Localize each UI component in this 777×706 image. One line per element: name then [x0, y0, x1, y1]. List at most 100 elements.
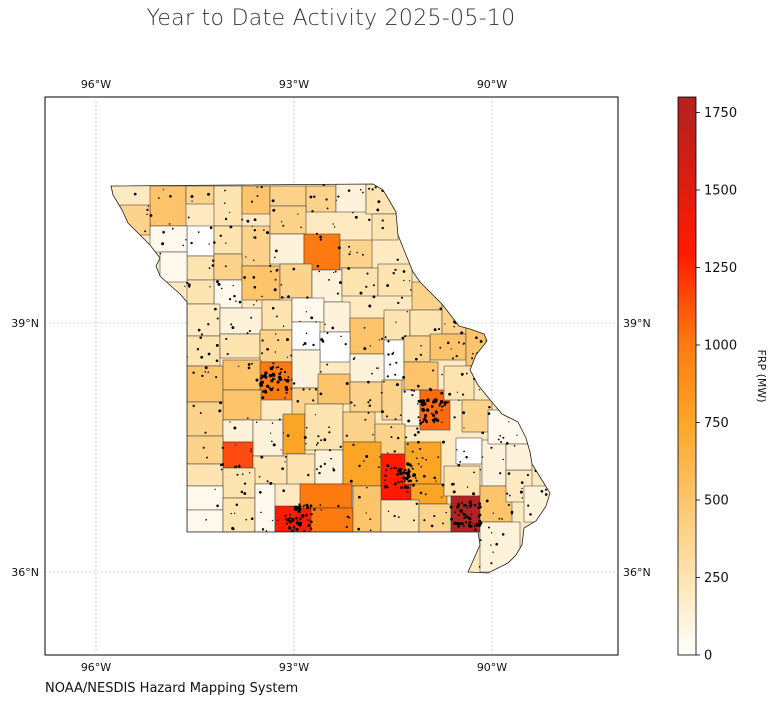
fire-detection-point	[284, 514, 287, 518]
fire-detection-point	[372, 434, 374, 436]
fire-detection-point	[297, 213, 299, 215]
fire-detection-point	[513, 444, 516, 447]
fire-detection-point	[272, 208, 276, 212]
fire-detection-point	[332, 468, 336, 472]
fire-detection-point	[217, 282, 221, 286]
fire-detection-point	[225, 242, 227, 244]
fire-detection-point	[336, 292, 339, 295]
fire-detection-point	[433, 328, 437, 332]
fire-detection-point	[256, 186, 259, 189]
fire-detection-point	[283, 370, 287, 374]
fire-detection-point	[312, 343, 315, 347]
fire-detection-point	[260, 380, 264, 385]
colorbar-tick-label: 0	[704, 649, 712, 664]
fire-detection-point	[392, 351, 395, 354]
fire-detection-point	[235, 503, 239, 506]
fire-detection-point	[290, 354, 293, 357]
fire-detection-point	[369, 345, 371, 347]
fire-detection-point	[290, 387, 292, 390]
fire-detection-point	[287, 526, 292, 530]
fire-detection-point	[381, 219, 384, 222]
fire-detection-point	[286, 518, 290, 522]
lon-tick-bottom: 96°W	[81, 661, 111, 674]
fire-detection-point	[443, 404, 446, 407]
fire-detection-point	[280, 284, 283, 286]
fire-detection-point	[352, 443, 355, 447]
fire-detection-point	[462, 503, 466, 507]
fire-detection-point	[455, 354, 458, 358]
fire-detection-point	[353, 404, 356, 407]
fire-detection-point	[230, 512, 232, 515]
fire-detection-point	[453, 511, 456, 514]
fire-detection-point	[298, 517, 302, 521]
fire-detection-point	[253, 236, 257, 239]
fire-detection-point	[410, 465, 413, 468]
fire-detection-point	[372, 284, 375, 287]
fire-detection-point	[248, 472, 251, 474]
fire-detection-point	[256, 194, 259, 197]
fire-detection-point	[424, 416, 427, 419]
fire-detection-point	[243, 492, 247, 495]
fire-detection-point	[218, 409, 222, 413]
fire-detection-point	[462, 343, 465, 345]
fire-detection-point	[433, 515, 436, 518]
fire-detection-point	[247, 366, 251, 370]
fire-detection-point	[305, 503, 309, 507]
fire-detection-point	[544, 493, 548, 496]
fire-detection-point	[302, 388, 305, 391]
fire-detection-point	[396, 258, 399, 261]
fire-detection-point	[417, 463, 420, 465]
fire-detection-point	[224, 265, 227, 268]
fire-detection-point	[252, 259, 255, 262]
fire-detection-point	[499, 434, 502, 437]
fire-detection-point	[419, 447, 422, 450]
fire-detection-point	[272, 443, 276, 447]
fire-detection-point	[147, 205, 149, 207]
fire-detection-point	[465, 504, 468, 507]
fire-detection-point	[262, 390, 265, 393]
fire-detection-point	[192, 371, 195, 374]
fire-detection-point	[332, 223, 334, 225]
fire-detection-point	[419, 353, 423, 356]
fire-detection-point	[446, 401, 449, 404]
fire-detection-point	[315, 444, 318, 446]
fire-detection-point	[316, 468, 318, 471]
fire-detection-point	[187, 216, 190, 219]
fire-detection-point	[265, 384, 270, 389]
fire-detection-point	[439, 399, 444, 404]
fire-detection-point	[526, 473, 529, 477]
fire-detection-point	[473, 503, 477, 507]
fire-detection-point	[300, 514, 305, 518]
fire-detection-point	[472, 492, 476, 496]
fire-detection-point	[417, 430, 420, 434]
fire-detection-point	[470, 513, 473, 516]
fire-detection-point	[319, 504, 322, 506]
fire-detection-point	[481, 431, 485, 435]
fire-detection-point	[273, 288, 277, 292]
fire-detection-point	[266, 347, 269, 351]
fire-detection-point	[260, 511, 262, 514]
fire-detection-point	[409, 463, 412, 466]
fire-detection-point	[366, 272, 369, 275]
fire-detection-point	[406, 462, 410, 466]
fire-detection-point	[376, 208, 380, 212]
fire-detection-point	[421, 402, 424, 405]
fire-detection-point	[316, 264, 320, 268]
fire-detection-point	[261, 339, 264, 342]
fire-detection-point	[433, 421, 436, 424]
fire-detection-point	[407, 419, 411, 423]
fire-detection-point	[405, 436, 408, 439]
fire-detection-point	[381, 337, 384, 340]
fire-detection-point	[292, 382, 296, 385]
fire-detection-point	[204, 431, 207, 434]
fire-detection-point	[468, 504, 472, 508]
fire-detection-point	[478, 565, 481, 568]
fire-detection-point	[402, 375, 406, 379]
fire-detection-point	[293, 507, 298, 511]
fire-detection-point	[384, 479, 386, 481]
fire-detection-point	[295, 516, 298, 520]
fire-detection-point	[500, 441, 503, 443]
fire-detection-point	[380, 391, 383, 394]
fire-detection-point	[521, 497, 524, 499]
